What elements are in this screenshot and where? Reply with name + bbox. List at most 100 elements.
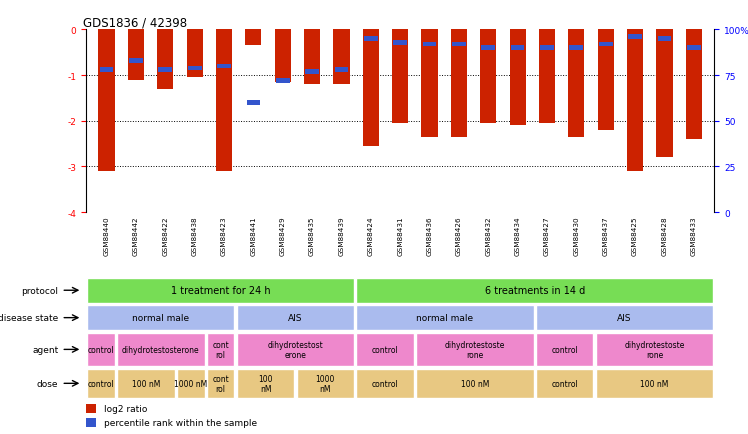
FancyBboxPatch shape — [237, 369, 294, 398]
Text: log2 ratio: log2 ratio — [103, 404, 147, 413]
Bar — [334, 30, 349, 85]
Bar — [511, 46, 524, 51]
Bar — [540, 46, 554, 51]
Bar — [304, 30, 320, 85]
FancyBboxPatch shape — [417, 369, 533, 398]
FancyBboxPatch shape — [88, 333, 114, 366]
Text: 100 nM: 100 nM — [640, 379, 669, 388]
Bar — [627, 30, 643, 171]
Text: normal male: normal male — [417, 313, 473, 322]
Text: AIS: AIS — [617, 313, 632, 322]
FancyBboxPatch shape — [207, 369, 234, 398]
FancyBboxPatch shape — [536, 369, 593, 398]
FancyBboxPatch shape — [117, 369, 174, 398]
Text: 1000
nM: 1000 nM — [316, 374, 335, 393]
Bar — [569, 46, 583, 51]
Text: control: control — [551, 345, 578, 354]
Bar — [128, 30, 144, 81]
Text: GSM88440: GSM88440 — [103, 216, 109, 255]
Text: GSM88435: GSM88435 — [309, 216, 315, 255]
Text: cont
rol: cont rol — [212, 340, 229, 359]
Text: percentile rank within the sample: percentile rank within the sample — [103, 418, 257, 427]
Text: 100 nM: 100 nM — [461, 379, 489, 388]
Text: dihydrotestost
erone: dihydrotestost erone — [268, 340, 323, 359]
FancyBboxPatch shape — [88, 306, 234, 330]
Text: GSM88436: GSM88436 — [426, 216, 432, 255]
Bar — [480, 30, 497, 124]
Bar — [687, 46, 701, 51]
FancyBboxPatch shape — [536, 306, 713, 330]
Text: 100
nM: 100 nM — [258, 374, 273, 393]
FancyBboxPatch shape — [117, 333, 204, 366]
Bar — [99, 30, 114, 171]
Bar — [247, 101, 260, 105]
Text: GSM88425: GSM88425 — [632, 216, 638, 255]
Text: control: control — [372, 345, 399, 354]
Text: dihydrotestoste
rone: dihydrotestoste rone — [625, 340, 684, 359]
FancyBboxPatch shape — [177, 369, 204, 398]
Text: dose: dose — [37, 379, 58, 388]
Bar — [245, 30, 262, 46]
Text: GSM88428: GSM88428 — [661, 216, 667, 255]
FancyBboxPatch shape — [88, 278, 354, 303]
Bar — [452, 43, 466, 47]
Text: control: control — [551, 379, 578, 388]
Text: GSM88423: GSM88423 — [221, 216, 227, 255]
Bar — [599, 43, 613, 47]
FancyBboxPatch shape — [357, 369, 414, 398]
Bar — [216, 30, 232, 171]
Text: normal male: normal male — [132, 313, 189, 322]
Text: AIS: AIS — [288, 313, 303, 322]
Text: 6 treatments in 14 d: 6 treatments in 14 d — [485, 286, 585, 296]
Bar — [393, 41, 407, 46]
Bar — [129, 59, 143, 64]
Text: GSM88433: GSM88433 — [691, 216, 697, 255]
Text: control: control — [88, 379, 114, 388]
FancyBboxPatch shape — [207, 333, 234, 366]
Bar — [305, 70, 319, 75]
FancyBboxPatch shape — [237, 306, 354, 330]
FancyBboxPatch shape — [357, 278, 713, 303]
Bar — [275, 30, 291, 83]
Text: GSM88424: GSM88424 — [368, 216, 374, 255]
Bar — [423, 43, 436, 47]
Text: GSM88439: GSM88439 — [338, 216, 345, 255]
FancyBboxPatch shape — [536, 333, 593, 366]
Text: 1000 nM: 1000 nM — [174, 379, 207, 388]
Bar — [363, 30, 379, 147]
FancyBboxPatch shape — [417, 333, 533, 366]
Text: GSM88427: GSM88427 — [544, 216, 550, 255]
Bar — [86, 404, 96, 413]
Bar — [392, 30, 408, 124]
FancyBboxPatch shape — [297, 369, 354, 398]
Text: GSM88431: GSM88431 — [397, 216, 403, 255]
Text: dihydrotestosterone: dihydrotestosterone — [122, 345, 200, 354]
Text: GSM88441: GSM88441 — [251, 216, 257, 255]
Bar — [568, 30, 584, 138]
Text: GSM88422: GSM88422 — [162, 216, 168, 255]
Text: protocol: protocol — [22, 286, 58, 295]
Bar — [157, 30, 174, 89]
Text: GSM88432: GSM88432 — [485, 216, 491, 255]
Bar — [217, 65, 231, 69]
Bar — [186, 30, 203, 78]
Text: GSM88430: GSM88430 — [574, 216, 580, 255]
FancyBboxPatch shape — [357, 333, 414, 366]
Text: GSM88434: GSM88434 — [515, 216, 521, 255]
Bar — [451, 30, 467, 138]
Bar — [686, 30, 702, 140]
Text: GSM88429: GSM88429 — [280, 216, 286, 255]
Text: agent: agent — [32, 345, 58, 354]
Bar — [421, 30, 438, 138]
Text: GSM88426: GSM88426 — [456, 216, 462, 255]
FancyBboxPatch shape — [237, 333, 354, 366]
Text: cont
rol: cont rol — [212, 374, 229, 393]
Bar — [509, 30, 526, 126]
Bar — [188, 66, 201, 71]
Bar — [628, 36, 642, 40]
Bar — [364, 37, 378, 42]
FancyBboxPatch shape — [596, 369, 713, 398]
Bar — [276, 79, 289, 84]
Bar — [99, 68, 114, 73]
Bar — [657, 37, 671, 42]
